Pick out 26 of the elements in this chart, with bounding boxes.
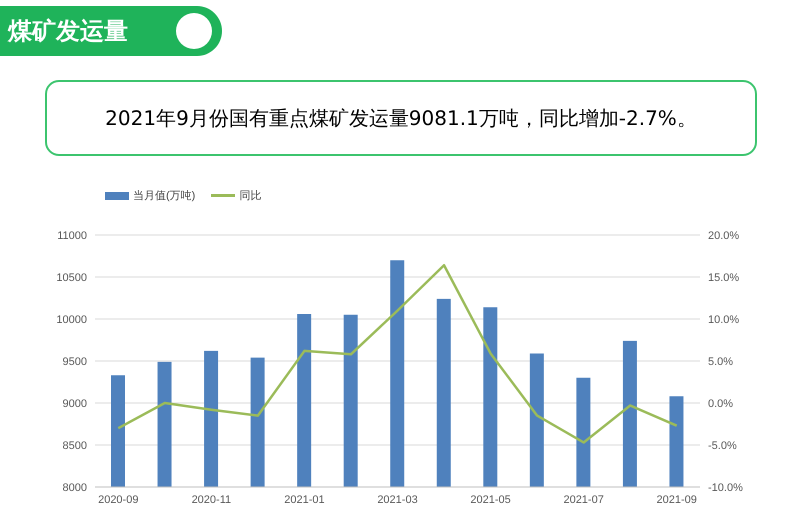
y-tick-label: 10000 xyxy=(56,314,87,326)
chart-subtitle: 2021年9月份国有重点煤矿发运量9081.1万吨，同比增加-2.7%。 xyxy=(105,104,697,132)
x-tick-label: 2021-05 xyxy=(470,494,511,506)
y2-tick-label: -5.0% xyxy=(708,440,737,452)
legend-label: 同比 xyxy=(239,189,262,203)
y-tick-label: 8500 xyxy=(62,440,87,452)
x-tick-label: 2021-09 xyxy=(656,494,697,506)
y2-tick-label: 15.0% xyxy=(708,272,740,284)
y-tick-label: 9000 xyxy=(62,398,87,410)
legend-label: 当月值(万吨) xyxy=(133,189,196,203)
y-tick-label: 11000 xyxy=(57,230,87,242)
y2-tick-label: 0.0% xyxy=(708,398,734,410)
y-tick-label: 9500 xyxy=(62,356,87,368)
y2-tick-label: 5.0% xyxy=(708,356,734,368)
x-tick-label: 2020-09 xyxy=(98,494,138,506)
y-tick-label: 10500 xyxy=(56,272,87,284)
line-series xyxy=(117,264,678,444)
y2-tick-label: -10.0% xyxy=(708,482,744,494)
y2-tick-label: 20.0% xyxy=(708,230,740,242)
chart-title: 煤矿发运量 xyxy=(8,16,128,47)
x-tick-label: 2021-03 xyxy=(377,494,418,506)
y-tick-label: 8000 xyxy=(62,482,87,494)
x-tick-label: 2021-01 xyxy=(284,494,325,506)
x-tick-label: 2020-11 xyxy=(192,494,232,506)
y2-tick-label: 10.0% xyxy=(708,314,740,326)
x-tick-label: 2021-07 xyxy=(563,494,604,506)
